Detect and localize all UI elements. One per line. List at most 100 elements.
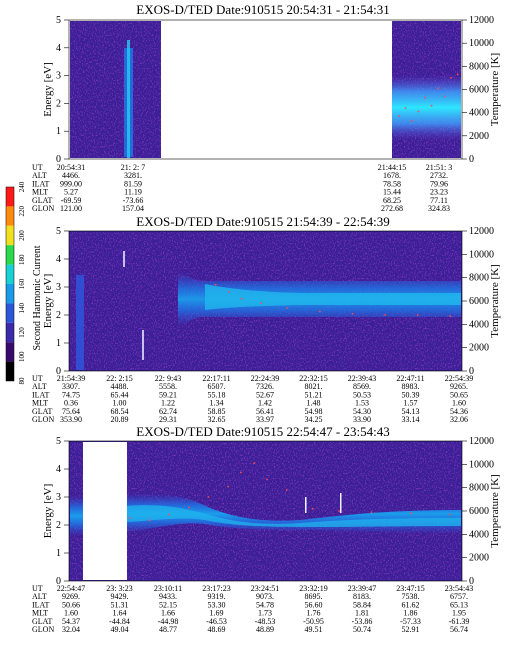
ephemeris-row-label: MLT xyxy=(32,399,48,408)
temperature-point xyxy=(437,87,439,90)
ephemeris-value: 1.42 xyxy=(258,399,272,408)
ephemeris-value: 23:10:11 xyxy=(154,584,182,593)
ephemeris-value: 1.69 xyxy=(210,609,224,618)
ephemeris-value: 11.19 xyxy=(124,188,142,197)
ephemeris-value: 4466. xyxy=(62,171,80,180)
temperature-tick-label: 12000 xyxy=(469,15,494,26)
ephemeris-value: 51.21 xyxy=(305,390,323,399)
temperature-tick-label: 2000 xyxy=(469,553,489,564)
temperature-point xyxy=(187,506,190,509)
ephemeris-value: 52.91 xyxy=(402,625,420,634)
temperature-point xyxy=(411,119,413,122)
energy-tick-label: 5 xyxy=(56,226,61,237)
energy-axis: 0 1 2 3 4 5 Energy [eV] xyxy=(42,15,69,165)
ephemeris-value: 32.06 xyxy=(450,415,468,424)
energy-tick-label: 2 xyxy=(56,310,61,321)
ephemeris-value: 8983. xyxy=(402,382,420,391)
ephemeris-value: 74.75 xyxy=(62,390,80,399)
ephemeris-value: 23:47:15 xyxy=(396,584,424,593)
temperature-point xyxy=(227,485,229,488)
ephemeris-row-label: MLT xyxy=(32,188,48,197)
ephemeris-value: 22:24:39 xyxy=(251,374,279,383)
ephemeris-value: 23:17:23 xyxy=(202,584,230,593)
ephemeris-value: -44.98 xyxy=(158,617,179,626)
energy-tick-label: 0 xyxy=(56,366,61,377)
ephemeris-value: 32.65 xyxy=(208,415,226,424)
ephemeris-value: 23:54:43 xyxy=(445,584,473,593)
ephemeris-value: 999.00 xyxy=(60,179,82,188)
temperature-point xyxy=(456,73,459,76)
ephemeris-value: 54.78 xyxy=(256,600,274,609)
panel-title: EXOS-D/TED Date:910515 22:54:47 - 23:54:… xyxy=(136,424,389,439)
temperature-point xyxy=(443,95,446,98)
ephemeris-table: UT ALT ILAT MLT GLAT GLON xyxy=(32,374,54,424)
ephemeris-value: 3307. xyxy=(62,382,80,391)
ephemeris-value: 23: 3:23 xyxy=(106,584,132,593)
temperature-tick-label: 10000 xyxy=(469,459,494,470)
ephemeris-value: 121.00 xyxy=(60,204,82,213)
ephemeris-value: 3281. xyxy=(124,171,142,180)
ephemeris-row-label: MLT xyxy=(32,609,48,618)
ephemeris-value: 353.90 xyxy=(60,415,82,424)
ephemeris-value: 7326. xyxy=(256,382,274,391)
ephemeris-value: -53.86 xyxy=(352,617,373,626)
ephemeris-value: 23:39:47 xyxy=(348,584,376,593)
energy-tick-label: 1 xyxy=(56,338,61,349)
ephemeris-value: 324.83 xyxy=(428,204,450,213)
ephemeris-value: 33.90 xyxy=(353,415,371,424)
colorbar-swatch xyxy=(6,245,14,265)
temperature-tick-label: 6000 xyxy=(469,296,489,307)
colorbar-swatch xyxy=(6,303,14,323)
ephemeris-value: 6507. xyxy=(208,382,226,391)
ephemeris-value: 54.98 xyxy=(305,407,323,416)
colorbar-label: Second Harmonic Current xyxy=(32,245,43,350)
ephemeris-value: 61.62 xyxy=(402,600,420,609)
ephemeris-value: 48.89 xyxy=(256,625,274,634)
ephemeris-value: 7538. xyxy=(402,592,420,601)
ephemeris-table: UT ALT ILAT MLT GLAT GLON 20:54:31 4466.… xyxy=(32,163,452,213)
ephemeris-value: -73.66 xyxy=(123,196,144,205)
ephemeris-value: 50.65 xyxy=(450,390,468,399)
spike-artifact xyxy=(340,493,342,513)
thermal-band xyxy=(392,75,461,140)
temperature-tick-label: 8000 xyxy=(469,483,489,494)
ephemeris-value: 58.85 xyxy=(208,407,226,416)
ephemeris-value: 1.60 xyxy=(64,609,78,618)
colorbar-swatch xyxy=(6,284,14,304)
ephemeris-value: 48.77 xyxy=(159,625,177,634)
temperature-point xyxy=(384,314,386,316)
ephemeris-value: 9319. xyxy=(208,592,226,601)
ephemeris-value: 21: 2: 7 xyxy=(121,163,145,172)
energy-tick-label: 3 xyxy=(56,71,61,82)
ephemeris-value: 62.74 xyxy=(159,407,177,416)
temperature-tick-label: 2000 xyxy=(469,131,489,142)
ephemeris-value: 1.57 xyxy=(404,399,418,408)
ephemeris-value: 55.18 xyxy=(208,390,226,399)
ephemeris-value: 272.68 xyxy=(381,204,403,213)
ephemeris-value: 79.96 xyxy=(430,179,448,188)
colorbar-tick-label: 220 xyxy=(18,206,26,217)
ephemeris-value: 21:44:15 xyxy=(378,163,406,172)
noise-texture xyxy=(70,21,161,158)
ephemeris-value: 22: 9:43 xyxy=(155,374,181,383)
ephemeris-value: 49.04 xyxy=(111,625,129,634)
ephemeris-value: 32.04 xyxy=(62,625,80,634)
ephemeris-value: 22:54:47 xyxy=(57,584,85,593)
energy-tick-label: 1 xyxy=(56,548,61,559)
energy-tick-label: 2 xyxy=(56,520,61,531)
temperature-point xyxy=(240,297,243,300)
colorbar: 80 100 120 140 160 180 200 220 240 Secon… xyxy=(5,181,43,385)
energy-tick-label: 3 xyxy=(56,282,61,293)
ephemeris-value: 52.67 xyxy=(256,390,274,399)
ephemeris-value: 5.27 xyxy=(64,188,78,197)
temperature-point xyxy=(449,315,452,318)
panel-3: EXOS-D/TED Date:910515 22:54:47 - 23:54:… xyxy=(32,424,501,634)
energy-axis-label: Energy [eV] xyxy=(42,62,54,116)
flux-spike xyxy=(127,40,130,158)
temperature-point xyxy=(227,290,230,293)
ephemeris-value: -48.53 xyxy=(255,617,276,626)
ephemeris-row-label: ALT xyxy=(32,592,47,601)
temperature-tick-label: 10000 xyxy=(469,249,494,260)
temperature-point xyxy=(214,283,217,286)
temperature-tick-label: 0 xyxy=(469,154,474,165)
